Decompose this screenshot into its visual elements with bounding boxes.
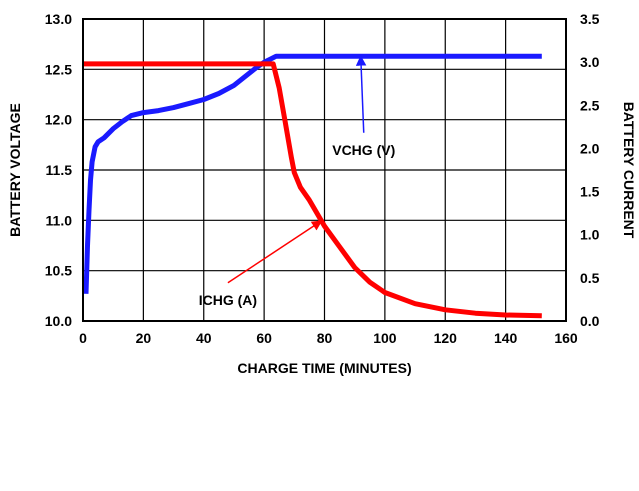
x-axis-title: CHARGE TIME (MINUTES) [237,360,411,376]
y-left-tick-label: 11.0 [46,212,73,228]
grid-layer [82,18,567,322]
y-left-tick-label: 13.0 [45,11,72,27]
y-left-tick-label: 10.5 [45,263,72,279]
series-line-ichg-a [83,61,542,319]
x-tick-label: 40 [196,330,212,346]
y-right-tick-label: 2.5 [580,97,600,113]
y-right-tick-label: 0.0 [580,313,600,329]
y-right-tick-label: 0.5 [580,270,600,286]
x-tick-label: 160 [554,330,578,346]
y-left-tick-label: 10.0 [45,313,72,329]
x-tick-label: 60 [256,330,272,346]
x-tick-label: 140 [494,330,518,346]
x-tick-label: 100 [373,330,397,346]
plot-frame [82,18,567,322]
y-right-tick-label: 2.0 [580,140,600,156]
annotation-label-vchg-v: VCHG (V) [332,142,395,158]
y-right-tick-label: 3.0 [580,54,600,70]
y-axis-left-title: BATTERY VOLTAGE [7,103,23,237]
x-tick-label: 120 [434,330,458,346]
x-tick-label: 80 [317,330,333,346]
x-tick-label: 20 [136,330,152,346]
y-right-tick-label: 1.5 [580,184,600,200]
series-layer [83,53,542,319]
y-right-tick-label: 3.5 [580,11,600,27]
series-line-vchg-v [83,53,542,294]
y-left-tick-label: 11.5 [46,162,73,178]
y-axis-right-title: BATTERY CURRENT [621,102,637,239]
tick-label-layer: 0 20 40 60 80 100 120 140 160 10.0 10.5 11.0 11.5 12.… [45,11,600,346]
annotation-arrow-vchg-v [355,55,367,133]
y-right-tick-label: 1.0 [580,227,600,243]
annotation-layer: VCHG (V) ICHG (A) [199,55,395,308]
annotation-label-ichg-a: ICHG (A) [199,292,257,308]
annotation-arrow-ichg-a [227,220,323,284]
y-left-tick-label: 12.5 [45,61,72,77]
x-tick-label: 0 [79,330,87,346]
y-left-tick-label: 12.0 [45,112,72,128]
